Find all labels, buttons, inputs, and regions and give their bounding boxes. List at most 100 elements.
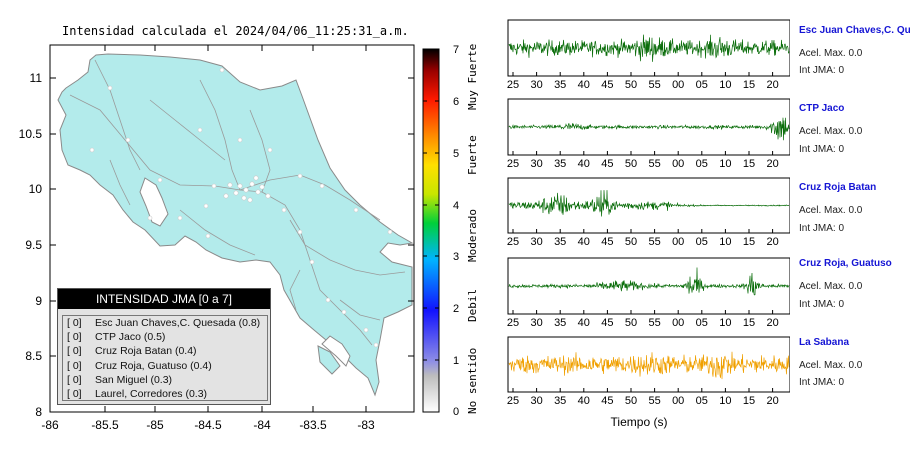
waveform-x-tick-label: 00 [672,395,684,407]
waveform-x-tick-label: 35 [554,395,566,407]
waveform-x-tick-label: 10 [719,158,731,170]
colorbar-tick-label: 3 [453,251,459,263]
colorbar-word-muy-fuerte: Muy Fuerte [466,44,479,110]
road-network [69,59,406,346]
waveform-x-tick-label: 25 [507,158,519,170]
waveform-x-tick-label: 15 [743,236,755,248]
waveform-x-tick-label: 20 [766,395,778,407]
waveform-x-tick-label: 55 [648,236,660,248]
waveform-x-tick-label: 50 [625,395,637,407]
station-int-jma: Int JMA: 0 [799,223,845,234]
map-x-tick-label: -86 [41,418,59,432]
waveform-x-tick-label: 55 [648,317,660,329]
map-y-tick-label: 8 [35,405,42,419]
waveform-panel: 25 30 35 40 45 50 55 00 05 10 15 20 25 30 35 40 45 50 55 00… [490,0,910,440]
legend-title: INTENSIDAD JMA [0 a 7] [58,289,270,309]
waveform-x-tick-label: 20 [766,79,778,91]
colorbar-word-no-sentido: No sentido [466,348,479,414]
waveform-x-tick-label: 15 [743,158,755,170]
map-x-tick-label: -85 [146,418,164,432]
legend-item-label: CTP Jaco (0.5) [95,331,166,344]
waveform-x-tick-label: 50 [625,236,637,248]
waveform-x-tick-label: 40 [578,79,590,91]
station-acel-max: Acel. Max. 0.0 [799,48,863,59]
station-name: La Sabana [799,337,850,348]
map-x-tick-label: -85.5 [91,418,119,432]
colorbar-word-debil: Debil [466,289,479,322]
station-int-jma: Int JMA: 0 [799,65,845,76]
colorbar-tick-label: 4 [453,200,459,212]
station-markers [89,67,393,348]
colorbar-word-fuerte: Fuerte [466,135,479,175]
map-y-tick-label: 8.5 [25,349,42,363]
colorbar-tick-label: 7 [453,44,459,56]
legend-item-label: Esc Juan Chaves,C. Quesada (0.8) [95,317,261,329]
waveform-x-tick-label: 00 [672,79,684,91]
station-acel-max: Acel. Max. 0.0 [799,126,863,137]
waveform-x-tick-label: 30 [530,395,542,407]
intensity-colorbar [422,48,440,413]
waveform-x-tick-label: 45 [601,158,613,170]
waveform-x-tick-label: 25 [507,79,519,91]
waveform-x-tick-label: 55 [648,158,660,170]
intensity-map-panel: Intensidad calculada el 2024/04/06_11:25… [19,24,479,432]
waveform-x-tick-label: 55 [648,79,660,91]
waveform-x-tick-label: 35 [554,317,566,329]
map-y-tick-label: 11 [30,71,43,85]
legend-item: [ 0] San Miguel (0.3) [67,373,267,387]
waveform-x-tick-label: 30 [530,317,542,329]
map-title: Intensidad calculada el 2024/04/06_11:25… [62,24,409,38]
waveform-x-tick-label: 45 [601,236,613,248]
colorbar-tick-label: 6 [453,96,459,108]
station-name: CTP Jaco [799,103,845,114]
waveform-trace [508,267,790,296]
map-y-tick-label: 10 [29,182,43,196]
waveform-x-tick-label: 05 [696,395,708,407]
map-y-ticks [50,77,414,357]
map-x-tick-label: -83.5 [299,418,327,432]
waveform-x-tick-label: 20 [766,317,778,329]
waveform-x-tick-label: 35 [554,236,566,248]
map-y-tick-label: 10.5 [19,127,43,141]
waveform-x-tick-label: 15 [743,395,755,407]
map-y-tick-label: 9.5 [25,238,42,252]
waveform-x-tick-label: 10 [719,236,731,248]
station-name: Esc Juan Chaves,C. Qu [799,25,910,36]
legend-item-label: Cruz Roja Batan (0.4) [95,345,197,358]
legend-item: [ 0] Esc Juan Chaves,C. Quesada (0.8) [67,316,267,330]
osa-peninsula [317,345,341,375]
legend-item-level: [ 0] [67,373,82,386]
waveform-x-tick-label: 05 [696,158,708,170]
colorbar-tick-label: 2 [453,303,459,315]
legend-item-level: [ 0] [67,331,82,344]
waveform-trace [508,34,790,62]
station-acel-max: Acel. Max. 0.0 [799,360,863,371]
waveform-x-tick-label: 10 [719,79,731,91]
waveform-x-tick-label: 40 [578,395,590,407]
waveform-x-tick-label: 25 [507,236,519,248]
waveform-x-tick-label: 35 [554,158,566,170]
legend-item: [ 0] Laurel, Corredores (0.3) [67,387,267,401]
waveform-plots: 25 30 35 40 45 50 55 00 05 10 15 20 25 30 35 40 45 50 55 00… [507,19,790,429]
legend-item-level: [ 0] [67,317,82,329]
waveform-x-tick-label: 35 [554,79,566,91]
waveform-x-tick-label: 05 [696,79,708,91]
station-int-jma: Int JMA: 0 [799,299,845,310]
legend-item-label: Cruz Roja, Guatuso (0.4) [95,359,212,372]
waveform-x-tick-label: 05 [696,317,708,329]
map-x-tick-label: -83 [357,418,375,432]
legend-item-label: San Miguel (0.3) [95,373,173,386]
waveform-trace [508,117,790,141]
colorbar-tick-label: 0 [453,406,459,418]
waveform-x-tick-label: 50 [625,158,637,170]
legend-item-label: Laurel, Corredores (0.3) [95,388,208,401]
legend-station-list: [ 0] Esc Juan Chaves,C. Quesada (0.8) [ 0… [62,315,268,401]
waveform-trace [508,351,790,380]
waveform-x-tick-label: 40 [578,236,590,248]
waveform-x-tick-label: 25 [507,317,519,329]
station-name: Cruz Roja, Guatuso [799,258,892,269]
waveform-x-tick-label: 05 [696,236,708,248]
waveform-x-tick-label: 10 [719,317,731,329]
legend-item-level: [ 0] [67,388,82,401]
station-acel-max: Acel. Max. 0.0 [799,281,863,292]
